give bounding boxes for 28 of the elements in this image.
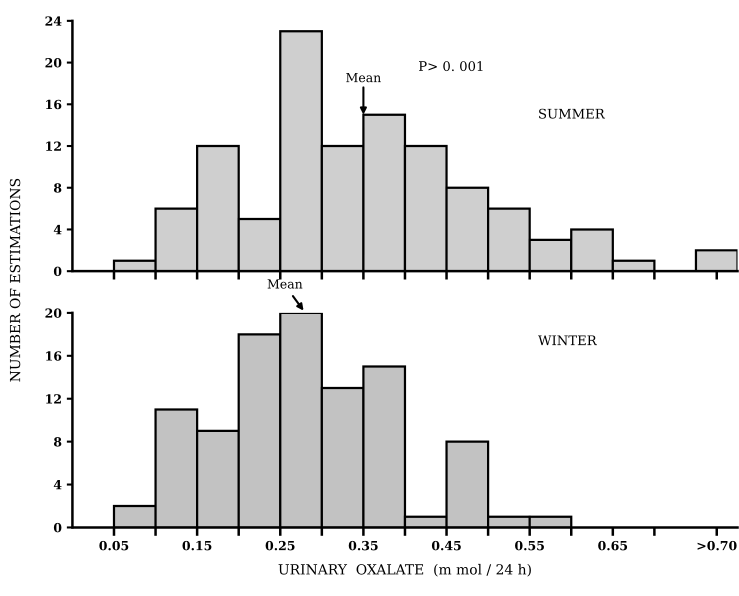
y-axis-title: NUMBER OF ESTIMATIONS bbox=[10, 178, 20, 382]
x-tick-label: 0.15 bbox=[182, 540, 212, 550]
y-tick-label: 16 bbox=[46, 351, 62, 361]
y-tick-label: 20 bbox=[45, 58, 62, 68]
y-tick-label: 0 bbox=[54, 522, 62, 532]
annotation: SUMMER bbox=[539, 108, 606, 119]
x-tick-label: 0.05 bbox=[99, 540, 128, 550]
y-tick-label: 12 bbox=[46, 141, 61, 151]
annotation: P> 0. 001 bbox=[419, 61, 482, 72]
y-tick-label: 4 bbox=[54, 224, 62, 234]
x-tick-label: 0.55 bbox=[515, 540, 544, 550]
y-tick-label: 24 bbox=[45, 16, 62, 26]
y-tick-label: 20 bbox=[45, 308, 62, 318]
x-axis-title: URINARY OXALATE (m mol / 24 h) bbox=[278, 564, 531, 577]
annotation: Mean bbox=[346, 72, 381, 82]
x-tick-label: 0.35 bbox=[348, 540, 378, 550]
y-tick-label: 8 bbox=[54, 437, 62, 447]
y-tick-label: 12 bbox=[46, 394, 61, 404]
y-tick-label: 16 bbox=[46, 100, 62, 110]
x-tick-label: 0.65 bbox=[598, 540, 628, 550]
y-tick-label: 8 bbox=[54, 183, 62, 193]
x-tick-label: >0.70 bbox=[698, 540, 737, 550]
x-tick-label: 0.45 bbox=[432, 540, 461, 550]
annotation: Mean bbox=[268, 279, 302, 289]
y-tick-label: 0 bbox=[54, 266, 62, 276]
x-tick-label: 0.25 bbox=[266, 540, 295, 550]
annotation: WINTER bbox=[538, 335, 597, 346]
y-tick-label: 4 bbox=[54, 480, 62, 490]
